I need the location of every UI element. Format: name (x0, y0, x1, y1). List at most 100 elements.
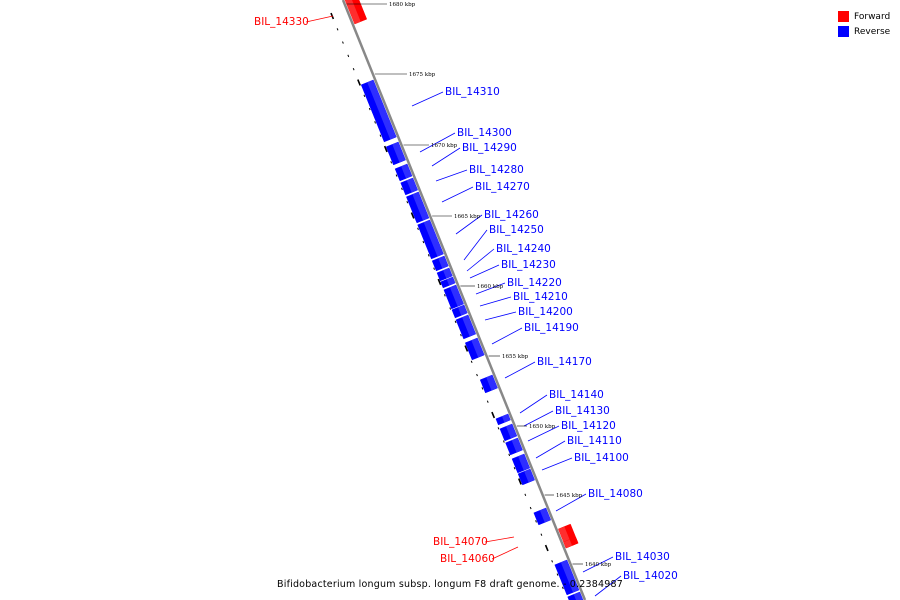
gene-label-bil_14120[interactable]: BIL_14120 (561, 420, 616, 432)
gene-label-bil_14230[interactable]: BIL_14230 (501, 259, 556, 271)
legend: Forward Reverse (838, 9, 898, 39)
gene-shading (563, 539, 573, 548)
gene-shading (573, 592, 583, 600)
minor-tick (535, 520, 537, 523)
scale-labels: 1680 kbp 1675 kbp 1670 kbp 1665 kbp 1660 kbp… (346, 2, 612, 568)
gene-label-bil_14210[interactable]: BIL_14210 (513, 291, 568, 303)
gene-label-bil_14130[interactable]: BIL_14130 (555, 405, 610, 417)
gene-feature-bil_14140[interactable] (495, 413, 511, 426)
gene-shading (462, 315, 476, 337)
gene-feature-bil_14280[interactable] (400, 177, 418, 196)
minor-tick (433, 267, 435, 270)
gene-shading (443, 268, 453, 279)
gene-label-bil_14290[interactable]: BIL_14290 (462, 142, 517, 154)
gene-label-bil_14200[interactable]: BIL_14200 (518, 306, 573, 318)
map-caption: Bifidobacterium longum subsp. longum F8 … (277, 579, 623, 590)
gene-feature-bil_14190[interactable] (464, 337, 485, 361)
minor-tick (395, 174, 398, 177)
gene-shading (524, 469, 535, 483)
leader-line (491, 327, 523, 345)
gene-feature-bil_14330[interactable] (344, 0, 368, 25)
gene-feature-bil_14080[interactable] (533, 507, 552, 526)
gene-shading (423, 220, 444, 257)
gene-label-bil_14070[interactable]: BIL_14070 (433, 536, 488, 548)
leader-line (411, 91, 444, 107)
gene-shading (560, 560, 579, 593)
minor-tick (363, 94, 366, 97)
leader-line (441, 186, 474, 203)
leader-line (435, 169, 468, 182)
leader-line (431, 147, 461, 167)
scale-label: 1665 kbp (454, 214, 481, 220)
minor-tick (342, 41, 344, 44)
minor-tick (551, 560, 554, 563)
legend-item-reverse: Reverse (838, 24, 898, 39)
gene-label-bil_14140[interactable]: BIL_14140 (549, 389, 604, 401)
gene-label-bil_14250[interactable]: BIL_14250 (489, 224, 544, 236)
gene-feature-bil_14250[interactable] (431, 255, 449, 272)
minor-tick (476, 373, 478, 377)
gene-label-bil_14030[interactable]: BIL_14030 (615, 551, 670, 563)
gene-feature-bil_14030[interactable] (554, 559, 580, 596)
gene-feature-bil_14110[interactable] (511, 453, 531, 474)
gene-feature-bil_14310[interactable] (360, 79, 397, 143)
gene-feature-bil_14060[interactable] (563, 536, 579, 549)
minor-tick (556, 573, 559, 576)
minor-tick (352, 67, 355, 71)
gene-feature-bil_14130[interactable] (499, 423, 518, 442)
gene-feature-bil_14100[interactable] (517, 468, 535, 486)
major-tick (518, 478, 522, 485)
scale-label: 1650 kbp (529, 424, 556, 430)
gene-label-bil_14190[interactable]: BIL_14190 (524, 322, 579, 334)
gene-feature-bil_14300[interactable] (385, 141, 406, 166)
gene-label-bil_14020[interactable]: BIL_14020 (623, 570, 678, 582)
minor-tick (379, 134, 382, 137)
gene-label-bil_14100[interactable]: BIL_14100 (574, 452, 629, 464)
leader-line (484, 311, 517, 321)
leader-line (594, 575, 622, 597)
gene-label-bil_14080[interactable]: BIL_14080 (588, 488, 643, 500)
gene-label-bil_14260[interactable]: BIL_14260 (484, 209, 539, 221)
gene-feature-bil_14260[interactable] (417, 219, 444, 260)
gene-feature-bil_14020[interactable] (567, 591, 584, 600)
gene-shading (505, 424, 517, 439)
major-tick (410, 212, 415, 219)
gene-shading (446, 277, 456, 286)
scale-label: 1640 kbp (585, 562, 612, 568)
gene-label-bil_14310[interactable]: BIL_14310 (445, 86, 500, 98)
leader-line (582, 556, 614, 573)
gene-feature-bil_14270[interactable] (406, 191, 430, 224)
gene-feature-bil_14290[interactable] (394, 163, 413, 182)
gene-label-bil_14110[interactable]: BIL_14110 (567, 435, 622, 447)
gene-feature-bil_14230[interactable] (440, 276, 456, 289)
leader-line (527, 425, 560, 442)
gene-label-bil_14330[interactable]: BIL_14330 (254, 16, 309, 28)
gene-labels: BIL_14330 BIL_14310 BIL_14300 BIL_14290 BIL_… (254, 16, 678, 582)
gene-label-bil_14300[interactable]: BIL_14300 (457, 127, 512, 139)
minor-tick (406, 200, 409, 204)
gene-label-bil_14270[interactable]: BIL_14270 (475, 181, 530, 193)
major-tick (464, 345, 469, 352)
gene-feature-bil_14120[interactable] (505, 437, 523, 456)
leader-line (479, 296, 512, 307)
legend-label-forward: Forward (854, 11, 891, 22)
minor-tick (513, 466, 516, 470)
tick-marks (330, 12, 569, 600)
minor-tick (417, 227, 419, 230)
scale-label: 1660 kbp (477, 284, 504, 290)
gene-label-bil_14280[interactable]: BIL_14280 (469, 164, 524, 176)
minor-tick (347, 54, 350, 58)
gene-feature-bil_14200[interactable] (455, 314, 477, 340)
minor-tick (422, 240, 425, 244)
gene-feature-bil_14210[interactable] (451, 304, 468, 319)
gene-feature-bil_14240[interactable] (436, 267, 453, 282)
gene-label-bil_14240[interactable]: BIL_14240 (496, 243, 551, 255)
gene-feature-bil_14220[interactable] (443, 284, 464, 310)
legend-item-forward: Forward (838, 9, 898, 24)
gene-label-bil_14060[interactable]: BIL_14060 (440, 553, 495, 565)
leader-line (523, 410, 554, 427)
gene-label-bil_14170[interactable]: BIL_14170 (537, 356, 592, 368)
gene-label-bil_14220[interactable]: BIL_14220 (507, 277, 562, 289)
gene-feature-bil_14170[interactable] (479, 374, 498, 394)
minor-tick (502, 440, 505, 443)
